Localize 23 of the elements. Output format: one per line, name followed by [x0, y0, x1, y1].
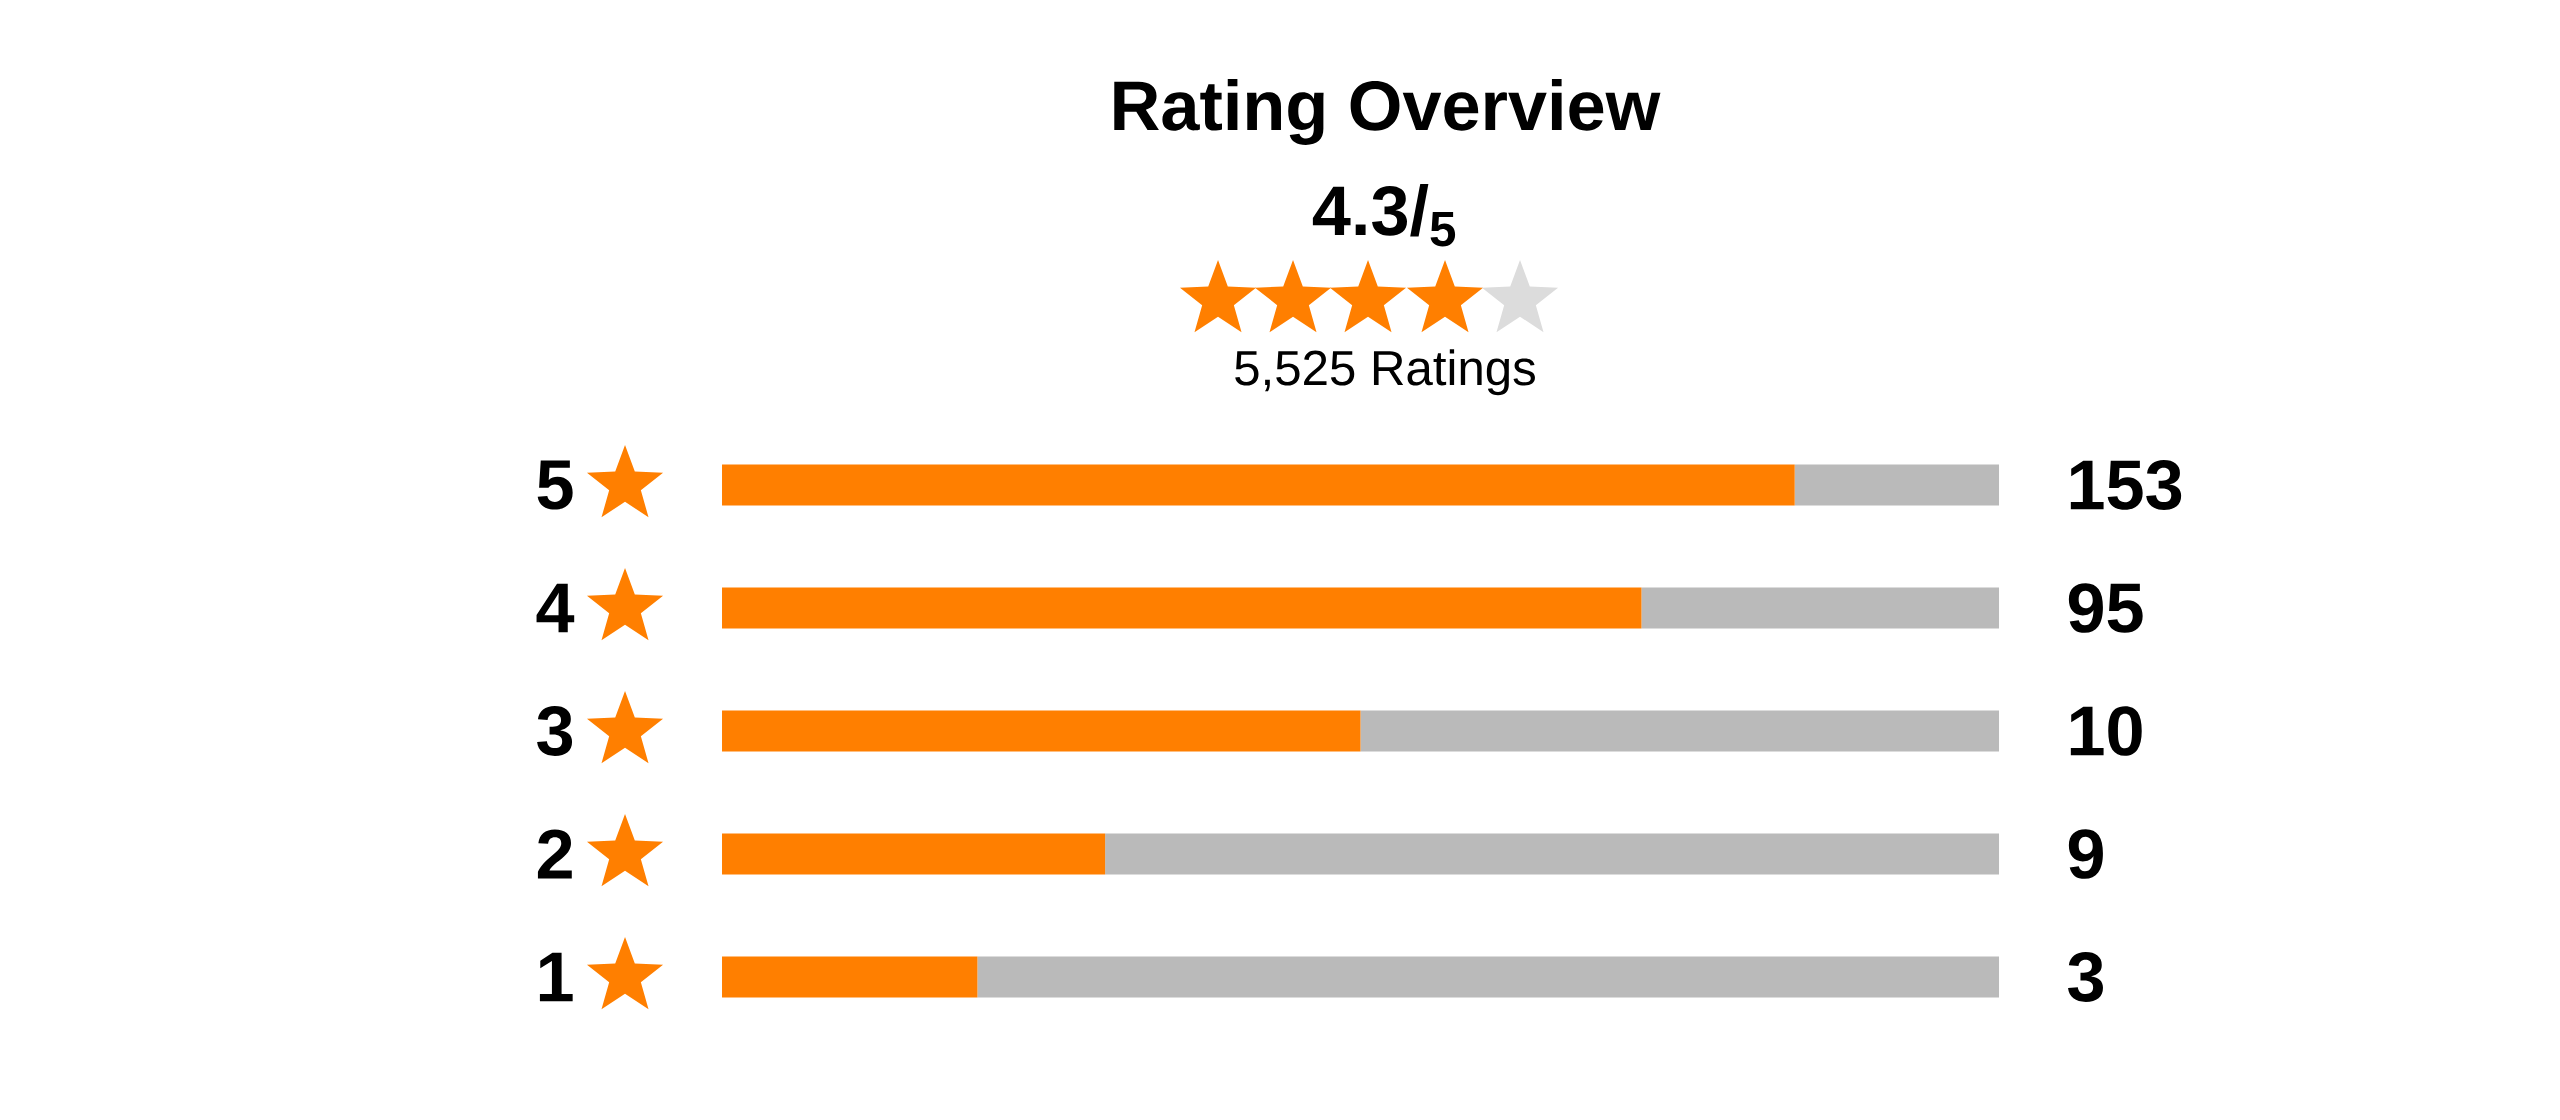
y-tick-label: 4 — [536, 583, 575, 633]
text: 9 — [2068, 829, 2103, 879]
y-tick-label: 2 — [537, 829, 572, 879]
bar — [722, 464, 1795, 506]
text: 3 — [2068, 952, 2103, 1002]
bar — [1360, 710, 2000, 752]
y-tick-label: 3 — [537, 706, 573, 756]
text: 10 — [2070, 706, 2142, 756]
chart-subtitle: 4.3/$_{5}$ — [1312, 184, 1456, 247]
bar — [722, 587, 1642, 629]
bar — [722, 710, 1361, 752]
text: 5,525 Ratings — [1235, 349, 1535, 396]
bar — [977, 956, 2000, 998]
bar — [1794, 464, 2000, 506]
y-tick-label: 1 — [539, 952, 573, 1002]
bar — [722, 956, 978, 998]
chart-title: Rating Overview — [1114, 79, 1661, 145]
bar — [1105, 833, 2000, 875]
text: 153 — [2070, 460, 2182, 510]
bar — [722, 833, 1106, 875]
bar — [1641, 587, 2000, 629]
y-tick-label: 5 — [537, 460, 573, 510]
text: 95 — [2068, 583, 2143, 633]
